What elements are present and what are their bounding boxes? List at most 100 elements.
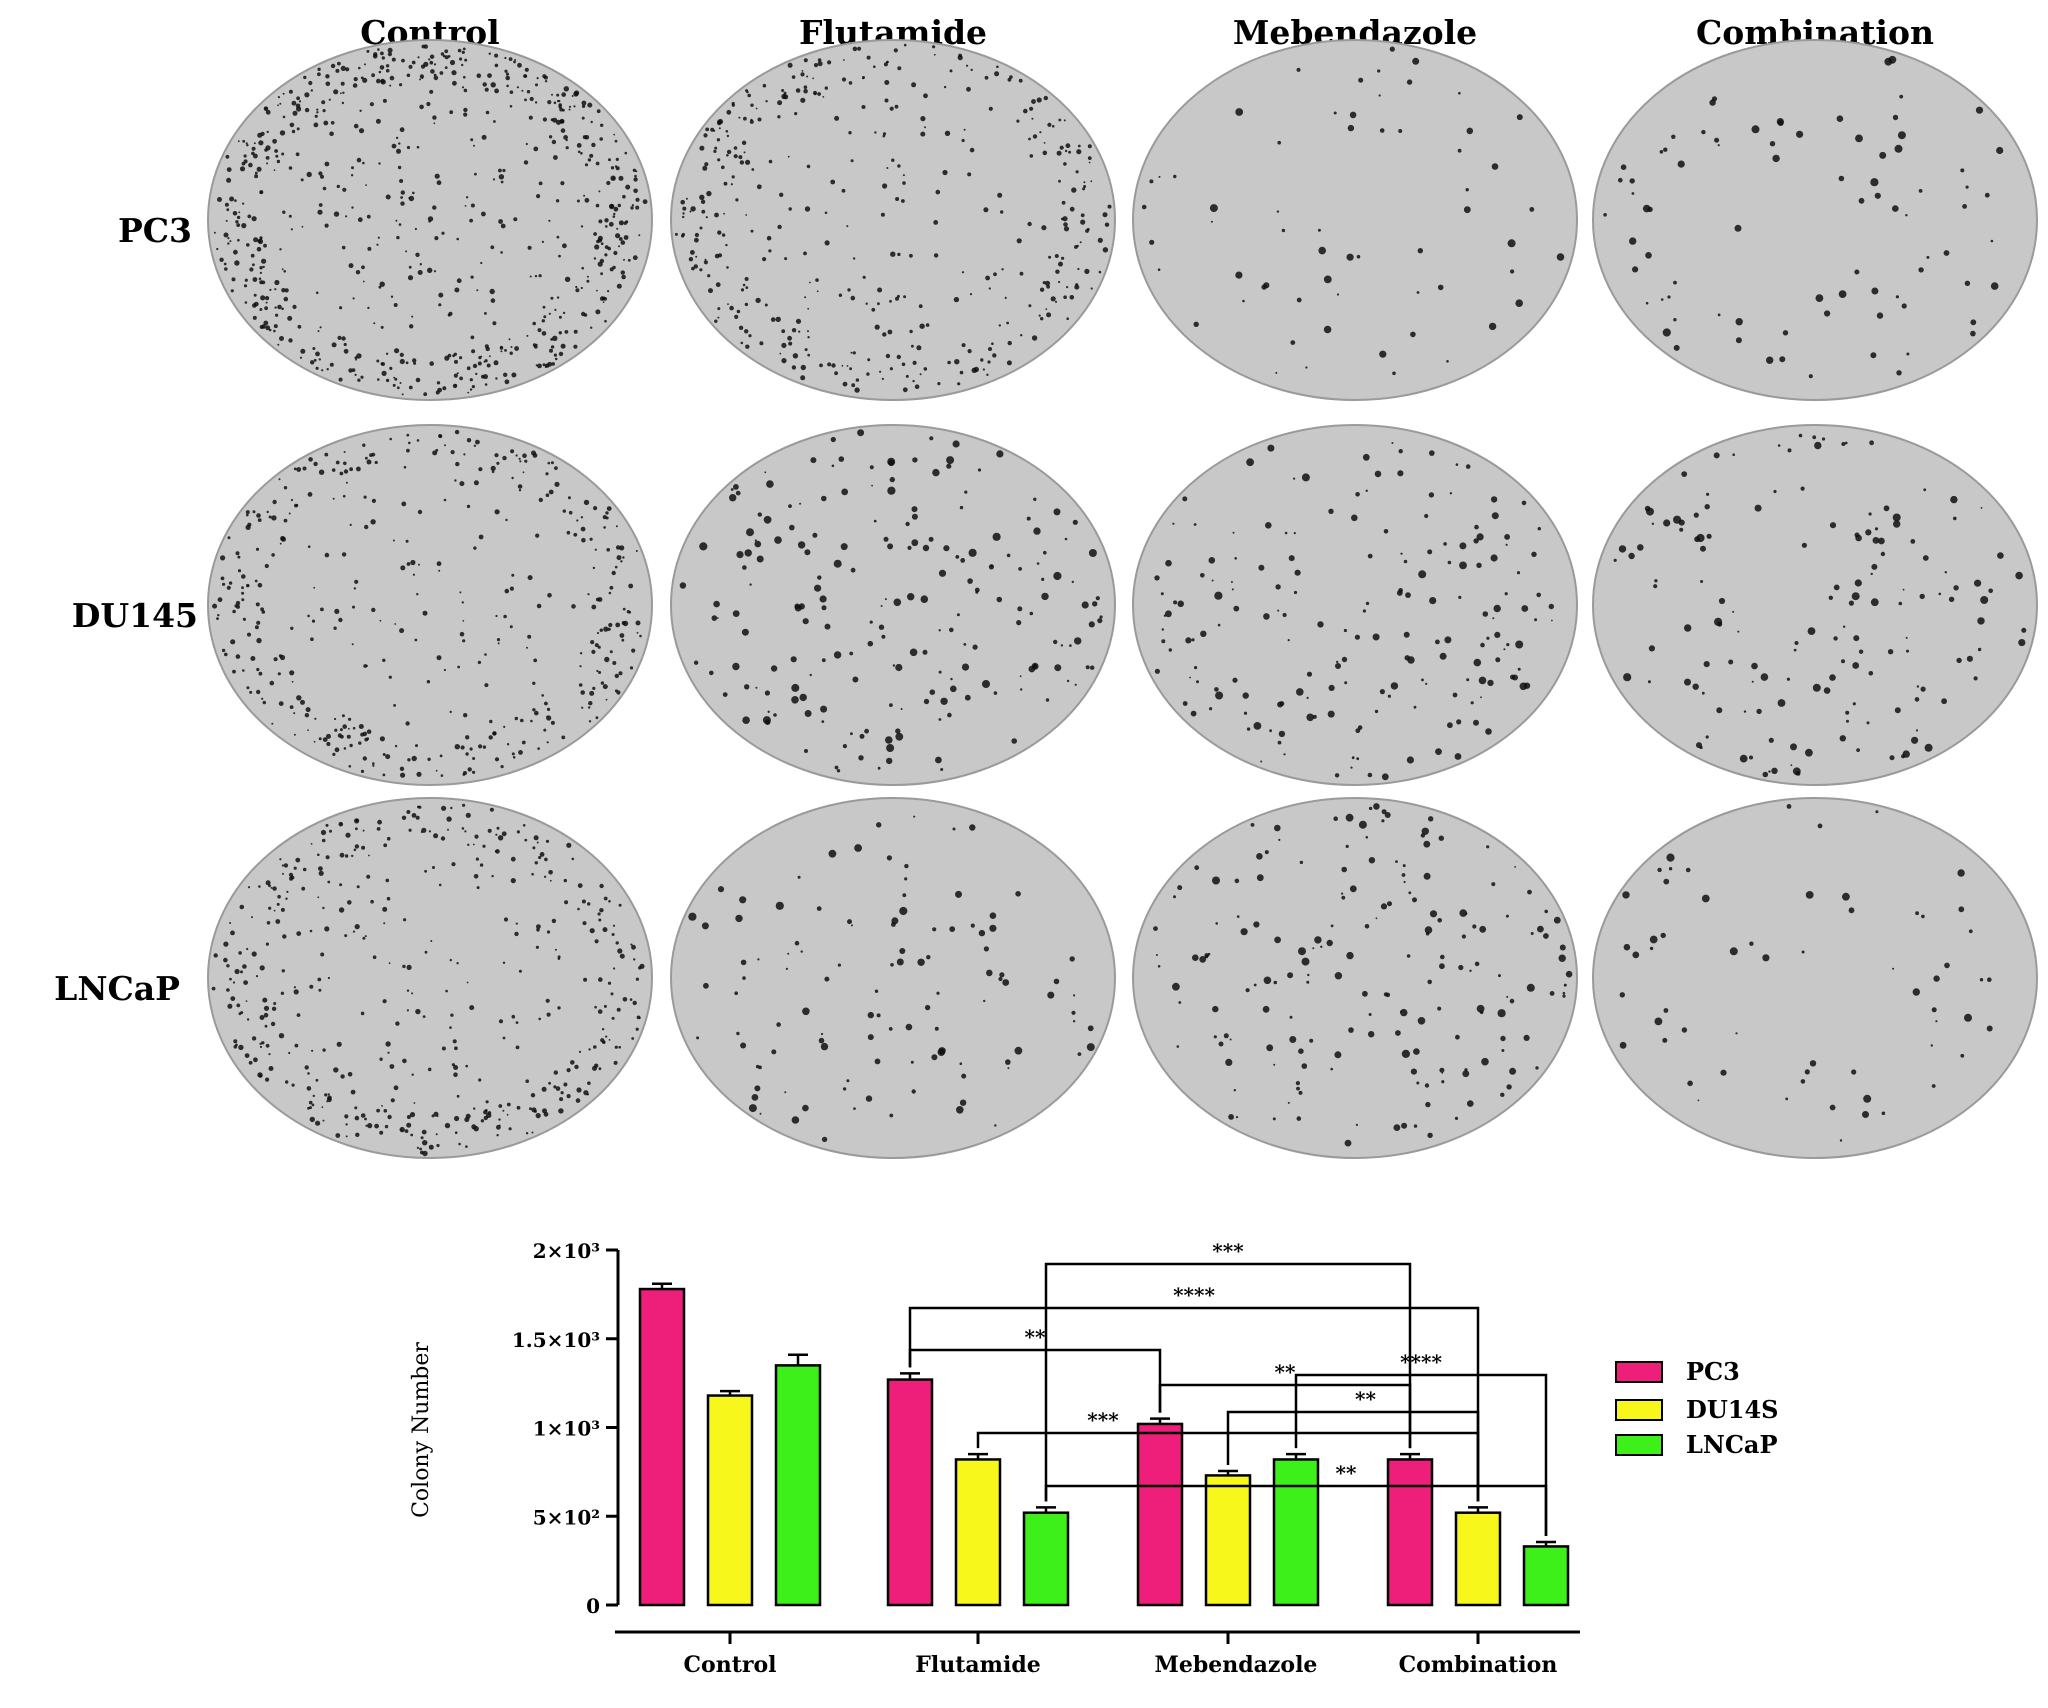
colony-dot: [776, 1022, 781, 1027]
colony-dot: [932, 45, 936, 49]
colony-dot: [436, 1143, 440, 1148]
colony-dot: [349, 523, 352, 527]
colony-dot: [580, 690, 585, 695]
colony-dot: [1284, 531, 1288, 535]
colony-dot: [963, 128, 966, 131]
colony-dot: [345, 67, 350, 72]
colony-dot: [600, 1038, 605, 1043]
colony-dot: [1801, 542, 1807, 548]
colony-dot: [573, 329, 578, 334]
colony-dot: [427, 216, 434, 222]
colony-dot: [454, 479, 457, 482]
colony-dot: [517, 484, 523, 489]
colony-dot: [911, 344, 914, 348]
colony-dot: [465, 1113, 471, 1119]
colony-dot: [527, 575, 533, 581]
colony-dot: [1866, 721, 1870, 725]
colony-dot: [957, 382, 961, 386]
colony-dot: [632, 168, 637, 172]
colony-dot: [935, 189, 941, 195]
colony-dot: [509, 105, 513, 108]
colony-dot: [923, 367, 928, 371]
colony-dot: [371, 73, 375, 78]
colony-dot: [828, 849, 837, 858]
colony-dot: [435, 769, 438, 772]
colony-dot: [1790, 743, 1797, 751]
colony-dot: [1553, 916, 1561, 924]
colony-dot: [263, 320, 269, 326]
colony-dot: [354, 924, 360, 930]
colony-dot: [1229, 1038, 1232, 1041]
colony-dot: [815, 278, 819, 282]
colony-dot: [508, 1127, 512, 1131]
colony-dot: [726, 149, 732, 155]
colony-dot: [427, 1067, 432, 1072]
colony-dot: [583, 977, 588, 982]
colony-dot: [279, 102, 282, 105]
colony-dot: [874, 1058, 881, 1065]
colony-dot: [1275, 371, 1278, 374]
colony-dot: [580, 526, 586, 532]
colony-dot: [403, 465, 407, 469]
colony-dot: [1387, 901, 1392, 907]
colony-dot: [402, 1058, 407, 1064]
colony-dot: [485, 110, 490, 115]
colony-dot: [440, 774, 444, 777]
colony-dot: [500, 251, 503, 254]
colony-dot: [261, 697, 264, 700]
colony-dot: [1063, 162, 1067, 166]
colony-dot: [840, 543, 848, 551]
colony-dot: [969, 824, 976, 831]
colony-dot: [241, 574, 246, 579]
colony-dot: [799, 693, 807, 702]
colony-dot: [834, 765, 839, 770]
colony-dot: [1717, 144, 1720, 147]
colony-dot: [317, 853, 320, 857]
colony-dot: [1526, 983, 1535, 992]
colony-dot: [368, 854, 370, 857]
colony-dot: [558, 331, 562, 335]
colony-dot: [1346, 253, 1354, 261]
colony-dot: [792, 353, 799, 359]
colony-dot: [806, 164, 811, 169]
colony-dot: [399, 382, 402, 384]
colony-dot: [318, 866, 323, 871]
colony-dot: [679, 582, 687, 589]
colony-dot: [1441, 1080, 1445, 1084]
colony-dot: [408, 828, 412, 832]
colony-dot: [217, 597, 223, 603]
colony-dot: [1173, 600, 1178, 605]
colony-dot: [1537, 925, 1544, 933]
colony-dot: [1812, 435, 1817, 440]
colony-dot: [1509, 998, 1515, 1004]
colony-dot: [804, 348, 808, 352]
colony-dot: [1161, 628, 1165, 631]
colony-dot: [433, 122, 436, 125]
colony-dot: [530, 719, 533, 723]
colony-dot: [450, 806, 453, 810]
colony-dot: [591, 604, 597, 610]
colony-dot: [1855, 534, 1862, 542]
colony-dot: [2015, 571, 2023, 580]
significance-label: ****: [1400, 1350, 1442, 1374]
colony-dot: [513, 60, 516, 64]
colony-dot: [757, 117, 762, 122]
colony-dot: [821, 658, 826, 663]
colony-dot: [285, 897, 288, 900]
colony-dot: [770, 665, 778, 672]
colony-dot: [1354, 634, 1360, 640]
colony-dot: [315, 291, 319, 295]
colony-dot: [553, 101, 557, 105]
colony-dot: [386, 836, 391, 841]
colony-dot: [261, 324, 266, 329]
colony-dot: [1490, 496, 1498, 503]
colony-dot: [490, 465, 496, 471]
colony-dot: [246, 513, 249, 517]
colony-dot: [211, 986, 216, 991]
colony-dot: [1777, 444, 1781, 447]
colony-dot: [1060, 644, 1064, 647]
colony-dot: [360, 769, 365, 774]
colony-dot: [452, 80, 457, 86]
colony-dot: [1872, 537, 1880, 544]
colony-dot: [378, 162, 381, 165]
